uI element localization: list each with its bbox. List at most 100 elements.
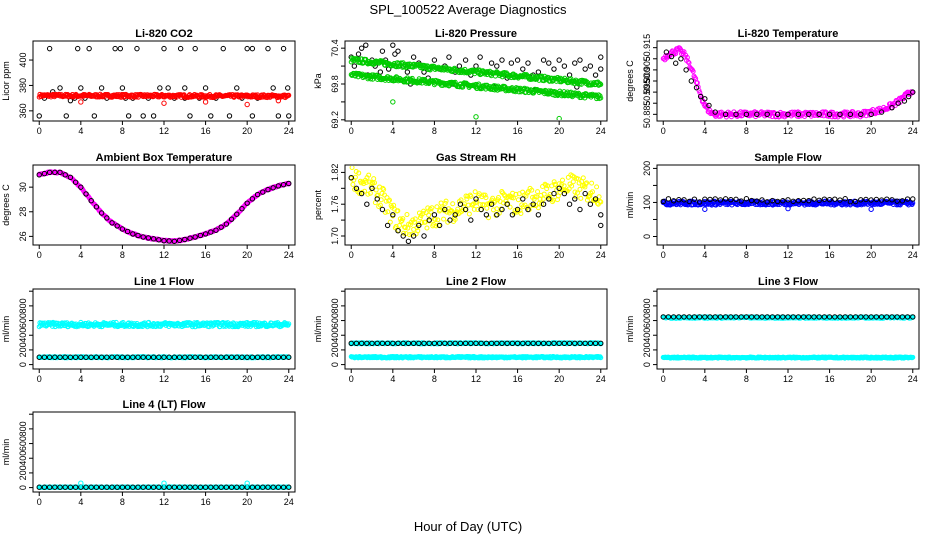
data-point <box>166 354 172 360</box>
data-point <box>429 205 435 211</box>
data-point <box>382 192 388 198</box>
data-point <box>161 237 167 244</box>
data-point <box>754 198 760 204</box>
data-point <box>684 54 690 60</box>
data-point <box>395 227 401 234</box>
y-tick-label: 100 <box>642 195 652 210</box>
data-point <box>484 205 490 211</box>
data-point <box>36 172 42 178</box>
data-point <box>452 212 458 218</box>
data-point <box>286 113 292 119</box>
data-point <box>182 354 188 360</box>
y-tick-label: 50.900 <box>642 67 652 95</box>
data-point <box>52 169 58 176</box>
data-point <box>535 340 542 347</box>
data-point <box>395 208 401 214</box>
data-point <box>465 193 471 199</box>
data-point <box>556 57 562 63</box>
y-tick-label: 70.4 <box>330 39 340 57</box>
data-point <box>471 206 477 212</box>
x-tick-label: 20 <box>554 250 564 260</box>
data-point <box>592 340 599 347</box>
data-point <box>75 45 81 52</box>
data-point <box>104 215 110 221</box>
x-tick-label: 16 <box>201 126 211 136</box>
x-tick-label: 0 <box>37 374 42 384</box>
data-point <box>363 42 369 48</box>
plot-area <box>348 166 604 244</box>
data-point <box>410 233 417 239</box>
x-tick-label: 20 <box>242 250 252 260</box>
data-point <box>156 237 162 243</box>
data-point <box>275 354 282 360</box>
data-point <box>509 340 516 347</box>
data-point <box>510 195 516 201</box>
data-point <box>218 354 224 360</box>
data-point <box>466 211 472 217</box>
plot-area <box>660 314 916 361</box>
data-point <box>816 197 822 204</box>
data-point <box>566 186 572 192</box>
data-point <box>72 354 79 360</box>
plot-area <box>36 169 292 244</box>
data-point <box>213 354 219 360</box>
x-tick-label: 0 <box>349 126 354 136</box>
data-point <box>577 186 583 192</box>
data-point <box>431 212 438 218</box>
data-point <box>93 354 100 360</box>
data-point <box>852 198 859 205</box>
data-point <box>582 66 588 72</box>
data-point <box>401 230 407 236</box>
data-point <box>416 222 422 229</box>
x-tick-label: 0 <box>349 374 354 384</box>
figure-title: SPL_100522 Average Diagnostics <box>369 2 567 17</box>
data-point <box>286 92 292 98</box>
data-point <box>541 191 547 197</box>
data-point <box>426 340 432 347</box>
data-point <box>187 235 193 241</box>
data-point <box>697 93 704 100</box>
y-tick-label: 400 <box>642 328 652 343</box>
data-point <box>36 113 42 119</box>
data-point <box>265 354 271 360</box>
data-point <box>574 190 580 196</box>
data-point <box>78 99 84 105</box>
data-point <box>275 97 282 104</box>
data-point <box>286 321 292 327</box>
data-point <box>561 340 568 347</box>
data-point <box>202 85 209 91</box>
data-point <box>464 196 470 202</box>
data-point <box>202 231 209 237</box>
data-point <box>468 340 474 347</box>
data-point <box>223 221 230 227</box>
data-point <box>863 196 869 203</box>
series-line2_cyan_low <box>348 354 604 361</box>
data-point <box>119 226 126 232</box>
y-tick-label: 30 <box>18 182 28 192</box>
data-point <box>280 354 287 360</box>
data-point <box>421 69 427 75</box>
data-point <box>46 169 53 176</box>
data-point <box>83 191 89 197</box>
data-point <box>748 197 755 204</box>
data-point <box>764 111 770 118</box>
data-point <box>743 111 750 118</box>
y-tick-label: 69.8 <box>330 75 340 93</box>
data-point <box>436 222 443 229</box>
y-tick-label: 200 <box>18 342 28 357</box>
y-tick-label: 50.915 <box>642 34 652 62</box>
data-point <box>410 54 417 60</box>
data-point <box>254 191 261 198</box>
data-point <box>421 233 427 239</box>
x-tick-label: 20 <box>242 126 252 136</box>
x-tick-label: 20 <box>866 374 876 384</box>
data-point <box>499 57 505 63</box>
data-point <box>490 195 496 201</box>
x-tick-label: 16 <box>513 374 523 384</box>
data-point <box>473 196 479 202</box>
data-point <box>265 45 271 52</box>
data-point <box>83 354 89 360</box>
data-point <box>895 100 901 106</box>
data-point <box>598 355 604 361</box>
